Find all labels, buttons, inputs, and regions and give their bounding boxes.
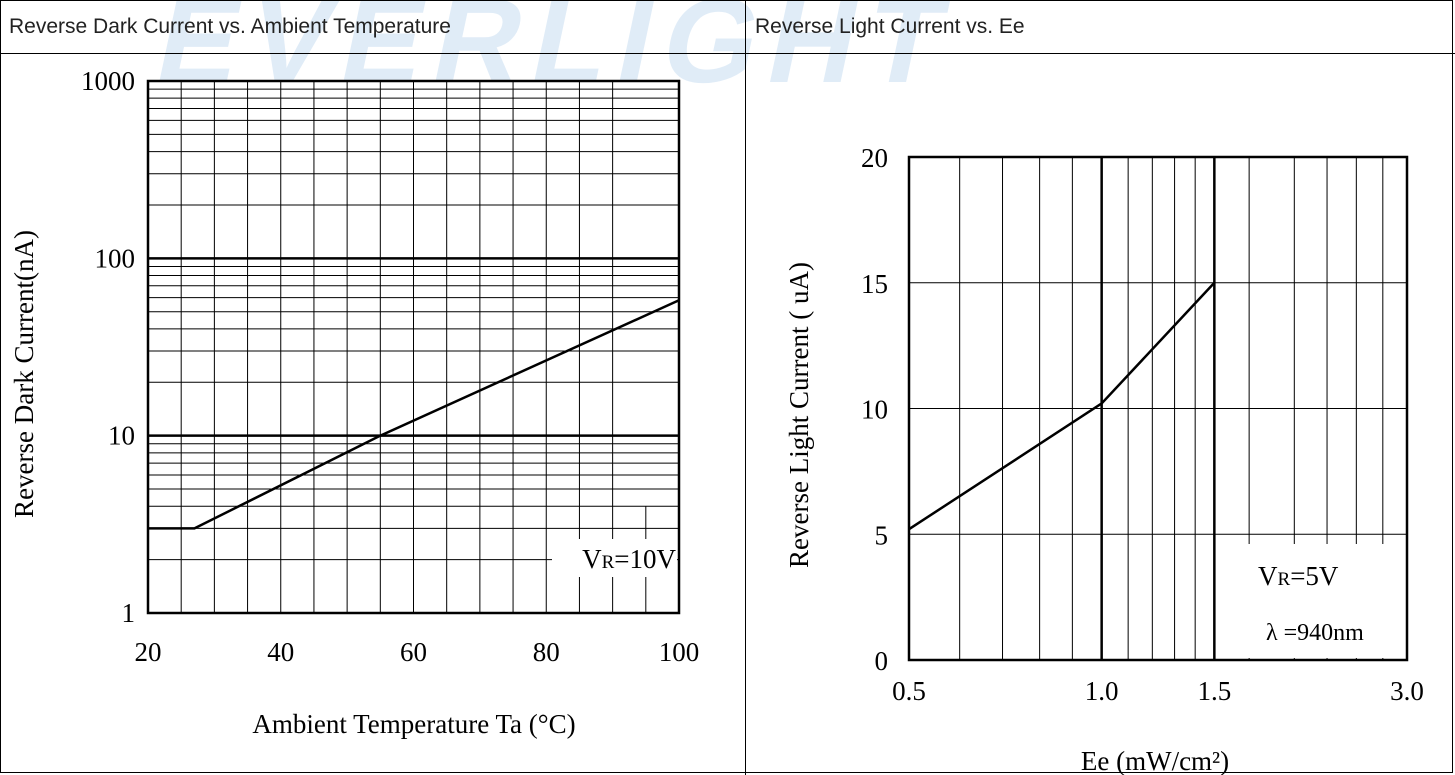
plot-frame — [907, 155, 1409, 662]
series-line — [148, 299, 680, 530]
x-tick-label: 100 — [659, 637, 700, 667]
annotation-background — [552, 539, 677, 577]
x-tick-label: 40 — [267, 637, 294, 667]
plot-frame — [146, 79, 681, 615]
y-tick-label: 10 — [861, 395, 888, 425]
y-tick-label: 5 — [875, 520, 889, 550]
column-divider — [745, 0, 746, 775]
y-axis-label: Reverse Dark Current(nA) — [9, 230, 39, 518]
x-tick-label: 1.0 — [1085, 676, 1119, 706]
y-tick-label: 10 — [108, 421, 135, 451]
annotation-wavelength: λ =940nm — [1266, 620, 1364, 646]
x-tick-label: 20 — [135, 637, 162, 667]
x-axis-label: Ee (mW/cm²) — [1081, 746, 1229, 775]
x-tick-label: 1.5 — [1197, 676, 1231, 706]
y-tick-label: 1000 — [81, 66, 135, 96]
annotation-vr: VR=10V — [582, 544, 676, 574]
y-axis-label: Reverse Light Current ( uA) — [784, 262, 814, 568]
series-line — [908, 281, 1216, 531]
y-tick-label: 1 — [122, 598, 136, 628]
annotation-vr: VR=5V — [1258, 561, 1339, 591]
header-divider — [0, 53, 1455, 54]
y-tick-label: 100 — [95, 243, 136, 273]
right-chart-header: Reverse Light Current vs. Ee — [755, 15, 1025, 38]
y-tick-label: 0 — [875, 646, 889, 676]
dark-current-chart: VR=10V 1 10 100 1000 20 40 60 80 100 Ambient Tempe… — [9, 66, 700, 739]
x-tick-label: 80 — [533, 637, 560, 667]
left-chart-header: Reverse Dark Current vs. Ambient Tempera… — [9, 15, 451, 38]
x-tick-label: 60 — [400, 637, 427, 667]
x-tick-label: 3.0 — [1390, 676, 1424, 706]
x-tick-label: 0.5 — [892, 676, 926, 706]
annotation-background — [1244, 544, 1404, 658]
y-tick-label: 15 — [861, 269, 888, 299]
x-axis-label: Ambient Temperature Ta (°C) — [252, 709, 575, 739]
y-tick-label: 20 — [861, 143, 888, 173]
